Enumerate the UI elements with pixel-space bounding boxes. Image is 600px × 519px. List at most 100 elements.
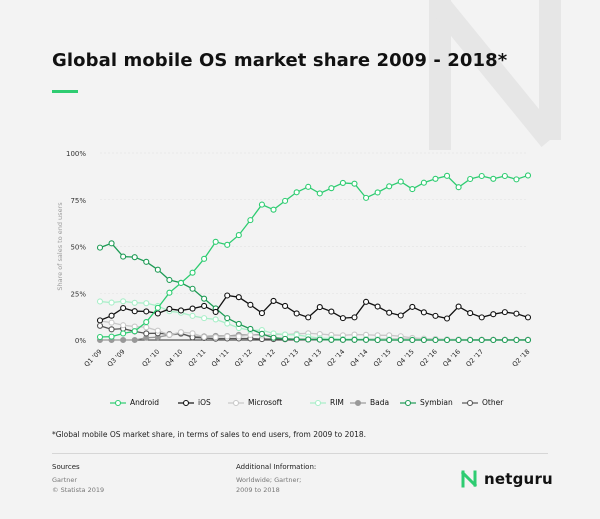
legend-label: Bada (370, 398, 390, 407)
x-tick-label: Q2 '16 (418, 348, 439, 369)
data-point-android (432, 175, 439, 182)
data-point-symbian (258, 330, 265, 337)
data-point-android (154, 304, 161, 311)
data-point-ios (282, 302, 289, 310)
chart-legend: Android iOS Microsoft RIM Bada Symbian Other (110, 398, 530, 412)
data-point-microsoft (201, 333, 208, 341)
legend-item-ios[interactable]: iOS (178, 398, 211, 407)
sources-line: Gartner (52, 476, 78, 484)
x-tick-label: Q4 '13 (302, 348, 323, 369)
data-point-ios (247, 301, 254, 308)
legend-marker-icon (400, 399, 416, 406)
data-point-android (96, 333, 104, 341)
data-point-android (270, 206, 277, 213)
y-tick-label: 0% (75, 337, 86, 345)
data-point-microsoft (189, 330, 196, 337)
data-point-symbian (235, 320, 242, 327)
data-point-ios (316, 304, 323, 311)
x-tick-label: Q2 '10 (140, 348, 161, 369)
data-point-ios (455, 303, 462, 310)
data-point-symbian (351, 336, 358, 343)
data-point-ios (351, 314, 358, 321)
data-point-ios (258, 310, 265, 317)
data-point-android (490, 175, 497, 182)
y-tick-label: 100% (66, 150, 86, 158)
data-point-android (409, 186, 416, 193)
legend-item-microsoft[interactable]: Microsoft (228, 398, 282, 407)
data-point-android (351, 180, 358, 187)
line-chart: 0% 25% 50% 75% 100% Share of sales to end use… (56, 150, 532, 369)
legend-item-bada[interactable]: Bada (350, 398, 389, 407)
data-point-symbian (166, 276, 173, 284)
data-point-microsoft (120, 322, 127, 329)
legend-marker-icon (350, 399, 366, 406)
x-tick-label: Q2 '13 (279, 348, 300, 369)
data-point-android (339, 179, 346, 186)
data-point-ios (432, 312, 439, 319)
data-point-ios (328, 308, 335, 315)
x-tick-label: Q4 '10 (164, 348, 185, 369)
data-point-symbian (282, 335, 289, 342)
legend-label: Symbian (420, 398, 453, 407)
legend-marker-icon (178, 399, 194, 406)
x-tick-label: Q2 '17 (464, 348, 485, 369)
data-point-ios (478, 314, 485, 321)
data-point-symbian (409, 336, 416, 344)
legend-item-rim[interactable]: RIM (310, 398, 344, 407)
data-point-ios (386, 309, 393, 316)
data-point-symbian (467, 336, 474, 344)
data-point-symbian (224, 315, 231, 322)
data-point-other (108, 326, 115, 333)
data-point-android (443, 172, 451, 179)
data-point-android (212, 238, 219, 245)
data-point-ios (120, 304, 127, 312)
data-point-android (247, 217, 254, 224)
data-point-rim (224, 320, 231, 327)
data-point-ios (235, 294, 242, 301)
data-point-android (143, 318, 150, 326)
data-point-android (524, 172, 532, 179)
data-point-android (131, 328, 138, 335)
legend-item-symbian[interactable]: Symbian (400, 398, 453, 407)
page-title: Global mobile OS market share 2009 - 201… (52, 50, 508, 71)
data-point-ios (154, 310, 161, 317)
data-point-ios (270, 297, 277, 304)
data-point-bada (131, 336, 138, 344)
y-tick-label: 25% (70, 290, 86, 298)
data-point-rim (108, 299, 115, 306)
data-point-symbian (293, 336, 300, 343)
data-point-symbian (131, 254, 138, 261)
legend-label: iOS (198, 398, 211, 407)
data-point-rim (212, 316, 219, 323)
data-point-symbian (328, 336, 335, 343)
data-point-android (420, 179, 427, 186)
data-point-ios (409, 303, 416, 310)
data-point-rim (143, 300, 150, 307)
data-point-ios (339, 315, 346, 322)
data-point-symbian (397, 336, 404, 344)
data-point-ios (201, 302, 208, 310)
legend-marker-icon (462, 399, 478, 406)
data-point-other (143, 330, 150, 337)
legend-item-other[interactable]: Other (462, 398, 503, 407)
data-point-android (478, 172, 485, 180)
x-tick-label: Q4 '16 (441, 348, 462, 369)
series-line-symbian (99, 242, 528, 341)
data-point-android (201, 255, 208, 262)
data-point-ios (397, 312, 404, 319)
data-point-symbian (363, 336, 370, 343)
x-tick-label: Q4 '11 (210, 348, 231, 369)
legend-marker-icon (228, 399, 244, 406)
data-point-ios (420, 309, 427, 316)
data-point-ios (212, 308, 219, 316)
data-point-ios (96, 317, 104, 324)
data-point-microsoft (212, 334, 219, 341)
data-point-ios (524, 314, 532, 321)
data-point-ios (501, 309, 508, 316)
netguru-logo[interactable]: netguru (460, 470, 553, 488)
data-point-symbian (374, 336, 381, 344)
data-point-android (386, 183, 393, 190)
data-point-android (108, 333, 115, 340)
legend-item-android[interactable]: Android (110, 398, 159, 407)
footnote: *Global mobile OS market share, in terms… (52, 430, 367, 439)
